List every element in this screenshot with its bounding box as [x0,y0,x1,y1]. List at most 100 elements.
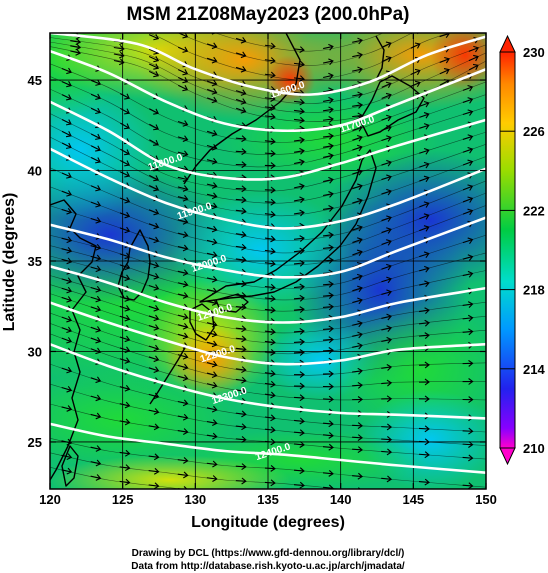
y-tick-label: 35 [28,254,42,269]
wind-arrow [148,70,160,78]
wind-arrow [264,113,276,121]
wind-arrow [381,504,392,511]
chart-title: MSM 21Z08May2023 (200.0hPa) [126,4,409,25]
streamline [50,333,486,401]
wind-arrow [148,33,160,41]
wind-arrow [322,325,334,333]
colorbar-ticks: 210 214 218 222 226 230 [500,45,545,456]
wind-arrow [264,186,276,194]
wind-arrow [148,408,160,415]
wind-arrow [206,381,218,389]
wind-arrow [293,371,305,379]
streamline [50,275,486,334]
wind-arrow [235,423,247,431]
wind-arrow [381,435,393,443]
wind-arrow [418,332,430,339]
wind-arrow [462,159,474,167]
credit-drawing: Drawing by DCL (https://www.gfd-dennou.o… [132,548,405,559]
wind-arrow [119,464,131,472]
colorbar-gradient [499,51,516,449]
wind-arrow [381,188,392,196]
wind-arrow [236,492,246,499]
wind-arrow [381,263,392,271]
streamline [50,438,486,488]
wind-arrow [381,135,392,142]
wind-arrow [206,275,218,283]
wind-arrow [323,43,334,51]
wind-arrow [323,152,334,160]
wind-arrow [235,207,247,215]
wind-arrow [264,338,276,346]
wind-arrow [468,63,479,71]
streamline [50,293,486,355]
wind-arrow [418,395,430,403]
wind-arrow [120,107,130,115]
wind-arrow [61,246,73,254]
wind-arrow [206,360,218,368]
wind-arrow [206,320,218,328]
streamline [50,323,486,388]
wind-arrow [322,443,334,451]
wind-arrow [352,367,363,375]
streamline [178,33,413,67]
wind-arrow [381,336,393,344]
wind-arrow [322,292,334,299]
wind-arrow [293,259,305,267]
wind-arrow [322,106,334,114]
wind-arrow [381,313,392,321]
wind-arrow [264,349,276,356]
streamline [50,245,486,301]
wind-arrow [419,175,430,183]
wind-arrow [148,236,160,244]
streamline [50,88,486,168]
wind-arrow [264,260,276,267]
wind-arrow [293,306,305,313]
wind-arrow [177,352,189,360]
contour-line-11700 [50,49,486,133]
wind-arrow [293,209,305,217]
wind-arrow [235,436,247,443]
wind-arrow [90,93,102,100]
wind-arrow [206,96,218,104]
wind-arrow [419,225,430,232]
wind-arrow [61,467,73,475]
wind-arrow [148,63,160,70]
wind-arrow [148,355,160,363]
wind-arrow [381,325,393,332]
coastline-hokkaido [359,75,425,137]
wind-arrow [61,315,73,323]
wind-arrow [294,496,305,503]
wind-arrow [409,12,421,22]
wind-arrow [293,46,305,54]
wind-arrow [61,130,72,138]
wind-arrow [322,231,334,239]
wind-arrow [352,183,363,190]
wind-arrow [439,56,450,64]
streamline [50,467,183,489]
wind-arrow [264,198,276,206]
wind-arrow [206,182,218,189]
wind-arrow [235,66,247,73]
wind-arrow [235,335,247,343]
wind-arrow [148,208,160,216]
wind-arrow [206,202,218,210]
wind-arrow [419,123,430,130]
wind-arrow [419,213,430,220]
wind-arrow [419,112,430,119]
streamline [214,33,384,52]
wind-arrow [206,88,218,95]
wind-arrow [148,467,160,475]
wind-arrow [462,254,474,261]
wind-arrow [119,346,131,354]
wind-arrow [149,164,159,172]
wind-arrow [418,378,430,386]
wind-arrow [419,265,430,273]
wind-arrow [70,4,81,11]
wind-arrow [293,467,305,475]
wind-arrow [120,93,130,100]
wind-arrow [61,119,72,126]
wind-arrow [119,197,131,204]
wind-arrow [148,366,160,373]
wind-arrow [90,474,102,481]
wind-arrow [381,395,393,403]
